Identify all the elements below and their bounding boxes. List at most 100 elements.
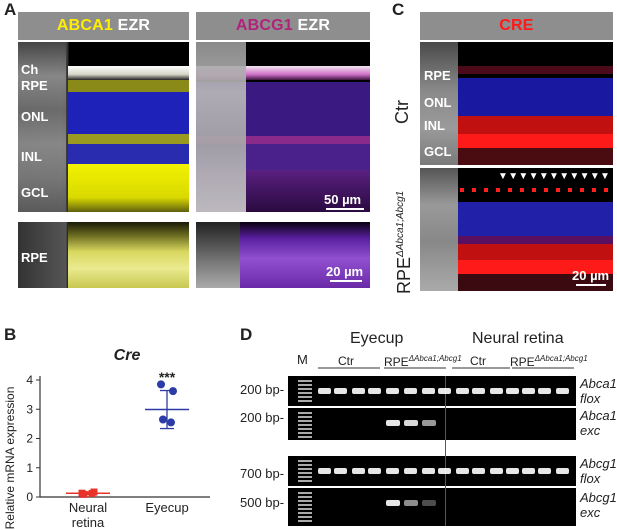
y-ticks: 0 1 2 3 4 — [26, 373, 40, 504]
arrowhead-icon: ▼ — [579, 171, 590, 182]
cko-onl — [456, 202, 613, 236]
layer-label-rpe: RPE — [21, 78, 48, 93]
pcr-band — [386, 388, 399, 394]
abca1-rpe-zoom: RPE — [18, 222, 189, 288]
ladder-band — [298, 476, 312, 478]
panel-a-header-abcg1: ABCG1 EZR — [196, 12, 370, 40]
sub-ctr-2: Ctr — [470, 354, 486, 368]
x-tick-retina: retina — [72, 515, 105, 530]
ctr-inl — [456, 116, 613, 134]
arrowhead-icon: ▼ — [600, 171, 610, 182]
sub-rpe-1-main: RPE — [384, 355, 409, 369]
arrowhead-icon: ▼ — [538, 171, 549, 182]
abca1-opl — [68, 134, 189, 144]
ladder-band — [298, 504, 312, 506]
group-label-neural: Neural retina — [472, 330, 564, 347]
abca1-onl — [68, 92, 189, 134]
size-label-3: 700 bp- — [240, 466, 285, 481]
ladder-band — [298, 520, 312, 522]
cko-opl — [456, 236, 613, 244]
pcr-band — [422, 468, 435, 474]
layer-label-rpe-zoom: RPE — [21, 250, 48, 265]
pcr-band — [456, 388, 469, 394]
size-label-4: 500 bp- — [240, 495, 285, 510]
ladder-band — [298, 512, 312, 514]
gene-2-name: Abca1 — [580, 408, 617, 423]
abca1-ipl — [68, 164, 189, 212]
pcr-band — [506, 468, 519, 474]
ctr-dic-strip — [420, 42, 458, 165]
sub-rpe-1-sup: ΔAbca1;Abcg1 — [408, 354, 462, 363]
y-tick-label: 1 — [26, 461, 33, 475]
pcr-band — [318, 468, 331, 474]
ezr-label: EZR — [112, 17, 151, 34]
pcr-band — [438, 468, 451, 474]
pcr-band — [422, 420, 436, 426]
arrowhead-icon: ▼ — [569, 171, 580, 182]
scale-bar-20um-c — [576, 284, 606, 286]
gel-abcg1-exc — [288, 488, 576, 526]
ladder-band — [298, 412, 312, 414]
data-point — [80, 490, 88, 498]
sub-rpe-2-sup: ΔAbca1;Abcg1 — [534, 354, 588, 363]
abcg1-micrograph: 50 µm — [196, 42, 370, 212]
abca1-rpe-yellow — [68, 80, 189, 92]
scale-bar-50um — [326, 208, 364, 210]
ladder-band — [298, 492, 312, 494]
gene-label-4: Abcg1 exc — [580, 490, 617, 520]
pcr-band — [490, 468, 503, 474]
ladder-band — [298, 516, 312, 518]
abcg1-zoom-dic — [196, 222, 240, 288]
ladder-band — [298, 460, 312, 462]
cko-gcl — [456, 274, 613, 291]
ladder-band — [298, 400, 312, 402]
pcr-band — [472, 468, 485, 474]
gene-3-name: Abcg1 — [580, 456, 617, 471]
cre-layer-gcl: GCL — [424, 144, 452, 159]
chart-marks — [66, 380, 189, 498]
ladder-band — [298, 428, 312, 430]
pcr-band — [522, 468, 535, 474]
data-point — [169, 387, 177, 396]
layer-label-gcl: GCL — [21, 185, 49, 200]
ladder-band — [298, 380, 312, 382]
arrowhead-icon: ▼ — [498, 171, 508, 182]
pcr-band — [472, 388, 485, 394]
cre-layer-inl: INL — [424, 118, 445, 133]
cko-inl — [456, 244, 613, 260]
significance-label: *** — [159, 369, 176, 385]
abca1-zoom-bright — [68, 222, 189, 288]
ezr-label-2: EZR — [292, 17, 331, 34]
pcr-band — [334, 468, 347, 474]
layer-label-onl: ONL — [21, 109, 49, 124]
ladder-band — [298, 424, 312, 426]
scale-bar-20um-a — [330, 280, 362, 282]
pcr-band — [318, 388, 331, 394]
pcr-band — [404, 468, 417, 474]
arrowhead-row: ▼ ▼ ▼ ▼ ▼ ▼ ▼ ▼ ▼ ▼ ▼ — [498, 171, 610, 182]
ladder-band — [298, 396, 312, 398]
ladder-band — [298, 392, 312, 394]
cre-ctr-micrograph: RPE ONL INL GCL — [420, 42, 613, 165]
ctr-ipl — [456, 134, 613, 148]
chart-ylabel: Relative mRNA expression — [3, 387, 17, 530]
ladder-band — [298, 500, 312, 502]
lane-divider — [445, 376, 446, 526]
pcr-band — [422, 388, 435, 394]
x-tick-neural: Neural — [69, 500, 107, 515]
abca1-micrograph: Ch RPE ONL INL GCL — [18, 42, 189, 212]
gene-label-3: Abcg1 flox — [580, 456, 617, 486]
abca1-dic-strip — [18, 42, 66, 212]
cre-chart: Cre Relative mRNA expression 0 1 2 3 4 *** N… — [3, 347, 210, 530]
pcr-band — [522, 388, 535, 394]
pcr-band — [386, 500, 400, 506]
scale-label-20um-a: 20 µm — [326, 264, 364, 279]
gene-1-type: flox — [580, 391, 601, 406]
gene-label-1: Abca1 flox — [580, 376, 617, 406]
abcg1-dic-strip — [196, 42, 246, 212]
ladder-band — [298, 384, 312, 386]
pcr-band — [556, 388, 569, 394]
abca1-rpe-band — [68, 66, 189, 80]
ladder-band — [298, 464, 312, 466]
